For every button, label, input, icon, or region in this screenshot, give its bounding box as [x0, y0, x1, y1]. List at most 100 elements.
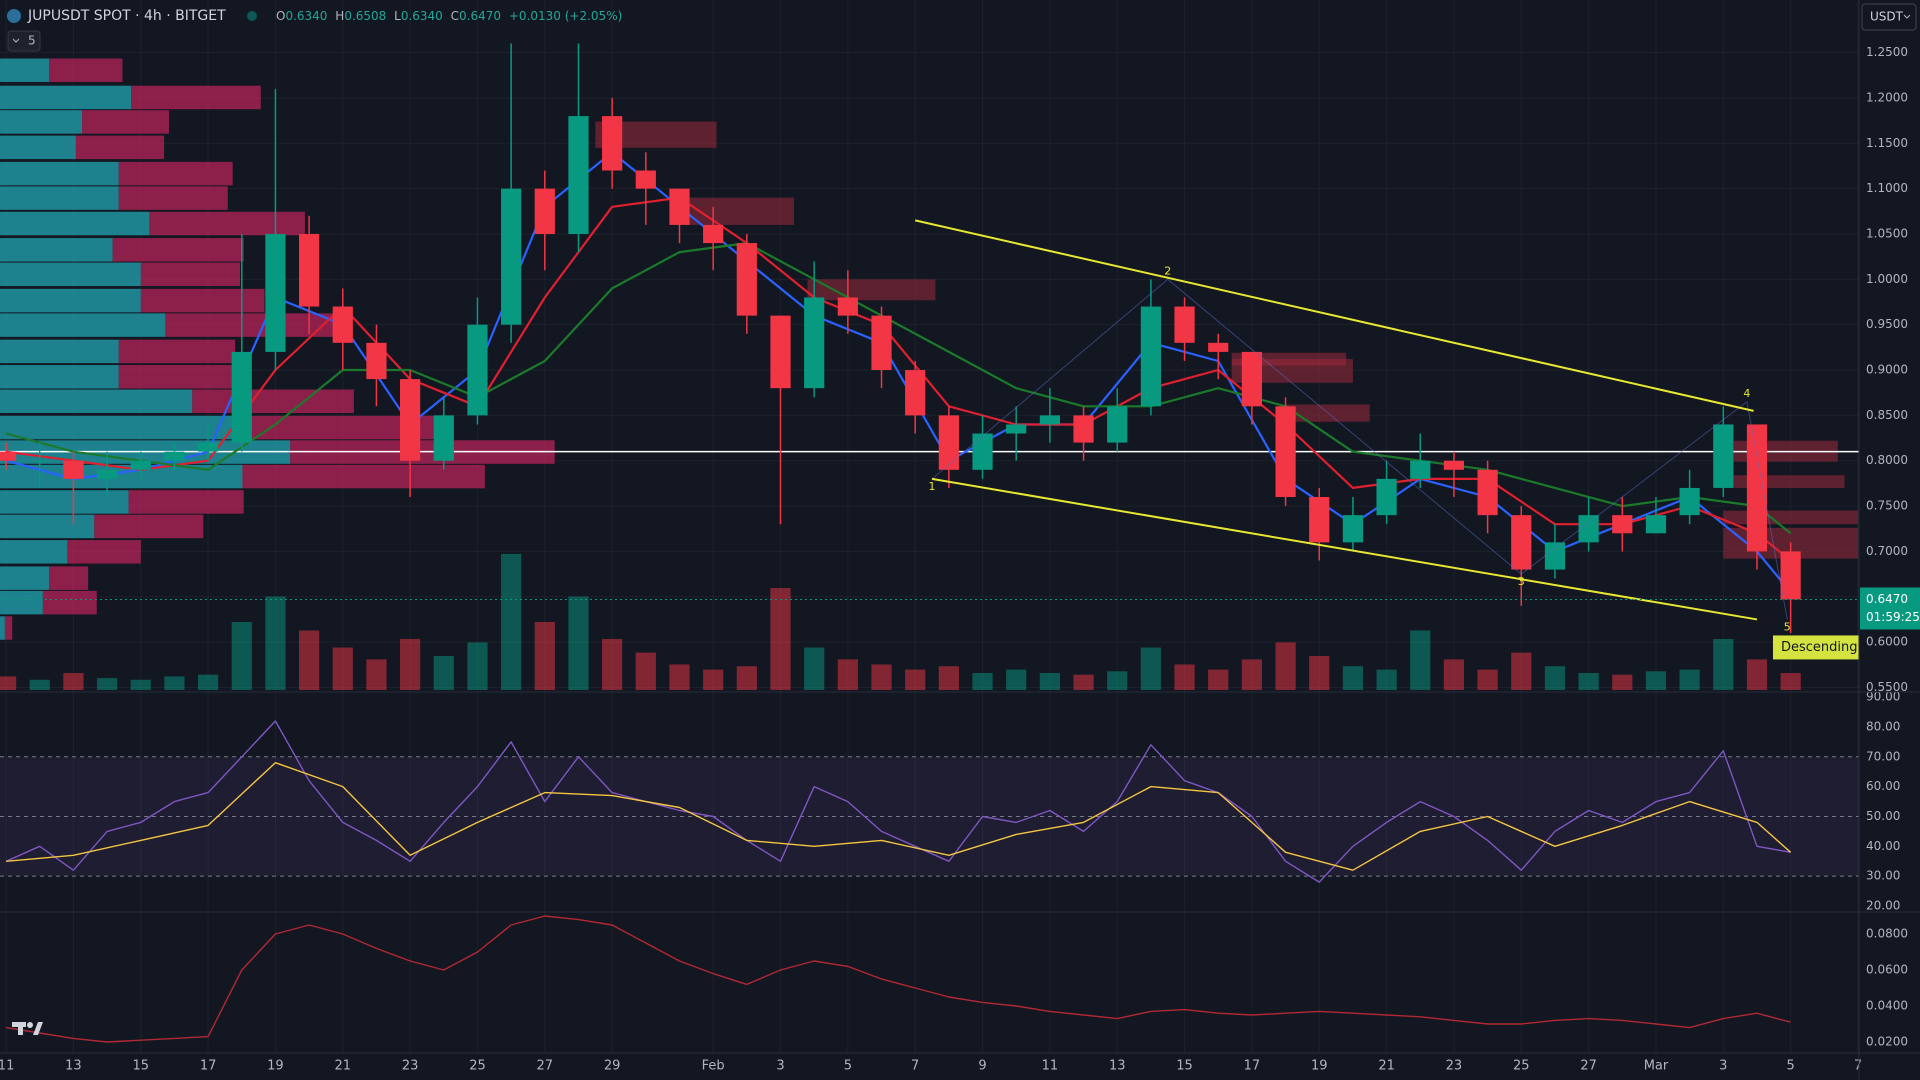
- candle-body: [972, 433, 993, 470]
- candle-body: [837, 297, 858, 316]
- candle-body: [770, 315, 791, 389]
- profile-sell: [94, 514, 204, 539]
- profile-sell: [149, 211, 305, 236]
- profile-buy: [0, 110, 83, 134]
- ohlc-key: H: [335, 9, 344, 23]
- ohlc-value: 0.6508: [344, 9, 386, 23]
- volume-bar: [130, 679, 151, 690]
- volume-bar: [1477, 669, 1498, 690]
- volume-bar: [0, 676, 17, 690]
- x-tick-label: 29: [604, 1059, 621, 1074]
- currency-button[interactable]: [1861, 3, 1917, 31]
- volume-bar: [1006, 669, 1027, 690]
- volume-bar: [837, 659, 858, 690]
- logo[interactable]: [12, 1022, 43, 1035]
- currency[interactable]: USDT: [1870, 10, 1904, 24]
- profile-buy: [0, 616, 5, 640]
- profile-sell: [48, 566, 89, 590]
- x-tick-label: 25: [1513, 1059, 1530, 1074]
- candle-body: [1780, 551, 1801, 600]
- candle-body: [1746, 424, 1768, 552]
- y-tick-label: 0.0800: [1866, 926, 1908, 940]
- ohlc-key: L: [394, 9, 401, 23]
- x-tick-label: 27: [1580, 1059, 1597, 1074]
- wave-path: [931, 278, 1788, 620]
- candle-body: [400, 379, 421, 461]
- x-tick-label: 27: [537, 1059, 554, 1074]
- volume-bar: [905, 669, 926, 690]
- countdown: 01:59:25: [1866, 610, 1920, 624]
- volume-bar: [29, 679, 50, 690]
- volume-bar: [1073, 674, 1094, 690]
- candle-body: [1578, 515, 1599, 543]
- candle-body: [1342, 515, 1364, 543]
- indicator-count[interactable]: 5: [28, 34, 36, 48]
- candle-body: [1443, 460, 1465, 470]
- candle-body: [871, 315, 892, 371]
- profile-sell: [140, 262, 241, 287]
- candle-body: [265, 233, 286, 352]
- volume-bar: [1746, 659, 1768, 690]
- x-tick-label: 23: [402, 1059, 419, 1074]
- candle-body: [433, 415, 454, 461]
- candle-body: [366, 342, 387, 380]
- candle-body: [905, 370, 926, 416]
- x-tick-label: 19: [1311, 1059, 1328, 1074]
- volume-bar: [1645, 671, 1667, 690]
- volume-bar: [366, 659, 387, 690]
- indicator-line: [5, 915, 1791, 1043]
- volume-bar: [1241, 659, 1263, 690]
- y-tick-label: 30.00: [1866, 869, 1900, 883]
- profile-sell: [165, 313, 351, 337]
- ohlc-value: 0.6340: [401, 9, 443, 23]
- x-tick-label: 11: [1042, 1059, 1059, 1074]
- y-tick-label: 80.00: [1866, 719, 1900, 733]
- x-tick-label: 3: [1719, 1059, 1727, 1074]
- profile-buy: [0, 85, 132, 110]
- y-tick-label: 1.1000: [1866, 181, 1908, 195]
- candle-body: [804, 297, 825, 389]
- volume-bar: [871, 664, 892, 690]
- volume-bar: [332, 647, 353, 690]
- volume-bar: [299, 630, 320, 690]
- profile-sell: [4, 616, 13, 640]
- x-tick-label: 11: [0, 1059, 14, 1074]
- symbol-icon[interactable]: [7, 9, 21, 23]
- channel-line: [914, 219, 1754, 412]
- x-tick-label: 7: [1854, 1059, 1862, 1074]
- volume-bar: [1309, 656, 1330, 690]
- market-status[interactable]: [247, 11, 257, 21]
- wave-label: 3: [1518, 575, 1525, 588]
- volume-bar: [400, 639, 421, 690]
- candle-body: [467, 324, 488, 416]
- candle-body: [1376, 478, 1397, 516]
- volume-bar: [433, 656, 454, 690]
- profile-buy: [0, 288, 141, 313]
- profile-sell: [118, 186, 228, 210]
- y-tick-label: 1.1500: [1866, 136, 1908, 150]
- y-tick-label: 1.2000: [1866, 90, 1908, 104]
- profile-buy: [0, 540, 68, 564]
- profile-buy: [0, 161, 119, 186]
- y-tick-label: 20.00: [1866, 899, 1900, 913]
- profile-sell: [192, 389, 354, 414]
- x-tick-label: 15: [1176, 1059, 1193, 1074]
- symbol-title[interactable]: JUPUSDT SPOT · 4h · BITGET: [27, 8, 226, 24]
- profile-sell: [118, 339, 236, 364]
- candle-body: [1309, 497, 1330, 543]
- y-tick-label: 0.0400: [1866, 999, 1908, 1013]
- candle-body: [231, 351, 252, 443]
- volume-bar: [1612, 674, 1633, 690]
- profile-buy: [0, 566, 49, 590]
- candle-body: [0, 451, 17, 461]
- channel-label: Descending Channel: [1781, 640, 1915, 655]
- volume-bar: [1578, 673, 1599, 690]
- indicator-toggle[interactable]: [7, 30, 41, 52]
- y-tick-label: 0.9000: [1866, 363, 1908, 377]
- volume-bar: [804, 647, 825, 690]
- volume-bar: [1342, 666, 1364, 690]
- candle-body: [501, 188, 522, 325]
- y-tick-label: 1.0000: [1866, 272, 1908, 286]
